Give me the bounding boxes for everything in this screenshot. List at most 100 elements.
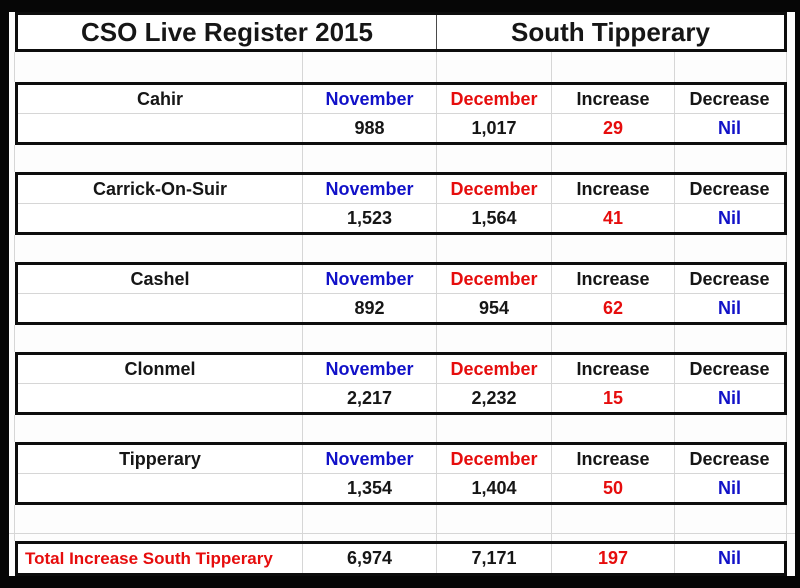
decrease-header: Decrease (689, 449, 770, 469)
december-header: December (437, 85, 552, 113)
november-value: 892 (303, 294, 437, 322)
december-header: December (437, 355, 552, 383)
empty-cell (18, 204, 303, 232)
november-header: November (303, 355, 437, 383)
gridline-cell (675, 145, 787, 172)
spacer-row (9, 415, 795, 442)
decrease-header: Decrease (689, 89, 770, 109)
total-decrease-value: Nil (717, 548, 741, 568)
gridline-cell (437, 145, 552, 172)
empty-cell (18, 384, 303, 412)
gridline-cell (303, 52, 437, 82)
gridline-cell (552, 235, 675, 262)
gridline-cell (552, 415, 675, 442)
town-value-row: 892 954 62 Nil (18, 294, 784, 322)
november-header: November (303, 445, 437, 473)
gridline-cell (787, 145, 795, 172)
town-name: Clonmel (18, 355, 303, 383)
decrease-value: Nil (717, 118, 741, 138)
november-header: November (303, 265, 437, 293)
increase-value: 50 (552, 474, 675, 502)
gridline-cell (9, 52, 15, 82)
decrease-value: Nil (717, 208, 741, 228)
decrease-value: Nil (717, 388, 741, 408)
gridline-cell (675, 235, 787, 262)
title-row: CSO Live Register 2015 South Tipperary (15, 12, 787, 52)
town-value-row: 988 1,017 29 Nil (18, 114, 784, 142)
town-name: Cashel (18, 265, 303, 293)
increase-header: Increase (552, 175, 675, 203)
town-name: Tipperary (18, 445, 303, 473)
town-header-row: Cashel November December Increase Decrea… (18, 265, 784, 294)
november-header: November (303, 175, 437, 203)
gridline-cell (15, 235, 303, 262)
increase-value: 29 (552, 114, 675, 142)
gridline-cell (303, 235, 437, 262)
town-value-row: 2,217 2,232 15 Nil (18, 384, 784, 412)
decrease-header: Decrease (689, 179, 770, 199)
gridline-cell (675, 505, 787, 541)
gridline-cell (9, 505, 15, 541)
empty-cell (18, 114, 303, 142)
gridline-cell (303, 145, 437, 172)
gridline-cell (437, 52, 552, 82)
gridline-cell (9, 145, 15, 172)
gridline-cell (675, 325, 787, 352)
town-name: Cahir (18, 85, 303, 113)
gridline-cell (15, 325, 303, 352)
december-header: December (437, 265, 552, 293)
increase-header: Increase (552, 265, 675, 293)
gridline-cell (552, 505, 675, 541)
gridline-cell (9, 235, 15, 262)
town-block: Tipperary November December Increase Dec… (15, 442, 787, 505)
decrease-value: Nil (717, 298, 741, 318)
total-row: Total Increase South Tipperary 6,974 7,1… (15, 541, 787, 576)
spacer-row (9, 52, 795, 82)
gridline-cell (303, 325, 437, 352)
increase-value: 62 (552, 294, 675, 322)
december-value: 1,017 (437, 114, 552, 142)
total-increase-value: 197 (552, 544, 675, 573)
december-header: December (437, 445, 552, 473)
december-value: 1,564 (437, 204, 552, 232)
spacer-row (9, 325, 795, 352)
gridline-cell (9, 325, 15, 352)
increase-header: Increase (552, 445, 675, 473)
gridline-cell (437, 415, 552, 442)
gridline-cell (675, 415, 787, 442)
region-title: South Tipperary (511, 16, 710, 47)
decrease-header: Decrease (689, 269, 770, 289)
total-november-value: 6,974 (303, 544, 437, 573)
gridline-cell (787, 505, 795, 541)
november-value: 988 (303, 114, 437, 142)
increase-value: 41 (552, 204, 675, 232)
november-value: 1,523 (303, 204, 437, 232)
november-value: 1,354 (303, 474, 437, 502)
town-block: Carrick-On-Suir November December Increa… (15, 172, 787, 235)
decrease-value: Nil (717, 478, 741, 498)
decrease-header: Decrease (689, 359, 770, 379)
gridline-cell (552, 145, 675, 172)
gridline-cell (675, 52, 787, 82)
total-december-value: 7,171 (437, 544, 552, 573)
increase-header: Increase (552, 85, 675, 113)
worksheet-area: CSO Live Register 2015 South Tipperary C… (9, 12, 795, 576)
gridline-cell (15, 415, 303, 442)
spacer-row (9, 505, 795, 541)
town-block: Cahir November December Increase Decreas… (15, 82, 787, 145)
total-label: Total Increase South Tipperary (18, 544, 303, 573)
town-header-row: Clonmel November December Increase Decre… (18, 355, 784, 384)
town-header-row: Tipperary November December Increase Dec… (18, 445, 784, 474)
gridline-cell (787, 415, 795, 442)
town-value-row: 1,523 1,564 41 Nil (18, 204, 784, 232)
gridline-cell (15, 505, 303, 541)
spacer-row (9, 235, 795, 262)
town-block: Cashel November December Increase Decrea… (15, 262, 787, 325)
december-header: December (437, 175, 552, 203)
increase-value: 15 (552, 384, 675, 412)
gridline-cell (15, 52, 303, 82)
town-name: Carrick-On-Suir (18, 175, 303, 203)
report-title: CSO Live Register 2015 (18, 15, 437, 49)
gridline-cell (303, 505, 437, 541)
